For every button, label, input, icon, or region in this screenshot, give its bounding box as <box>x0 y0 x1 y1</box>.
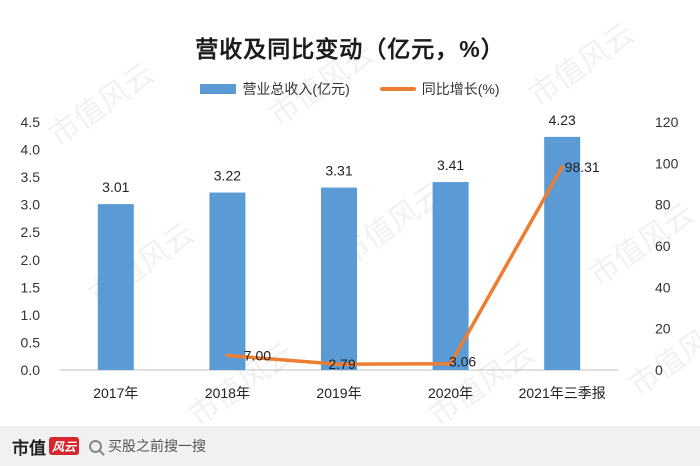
x-axis-tick: 2017年 <box>93 385 138 401</box>
bar-data-label: 3.22 <box>214 168 241 184</box>
line-data-label: 98.31 <box>565 159 600 175</box>
left-axis-tick: 4.5 <box>21 114 41 130</box>
legend-line-swatch <box>379 87 416 91</box>
footer-bar: 市值 风云 买股之前搜一搜 <box>0 426 700 466</box>
bar-revenue <box>432 182 469 370</box>
x-axis-tick: 2019年 <box>316 385 361 401</box>
left-axis-tick: 3.5 <box>21 169 41 185</box>
line-growth-point <box>337 362 341 366</box>
right-axis-tick: 120 <box>655 114 679 130</box>
line-growth-point <box>560 165 564 169</box>
legend-label-revenue: 营业总收入(亿元) <box>242 81 350 97</box>
chart-legend: 营业总收入(亿元) 同比增长(%) <box>0 79 700 99</box>
search-hint[interactable]: 买股之前搜一搜 <box>89 436 206 456</box>
x-axis-tick: 2020年 <box>428 385 473 401</box>
chart-title: 营收及同比变动（亿元，%） <box>195 36 505 62</box>
bar-data-label: 3.31 <box>325 163 352 179</box>
bar-revenue <box>321 187 357 370</box>
line-data-label: 7.00 <box>244 348 271 364</box>
line-data-label: 3.06 <box>449 354 476 370</box>
left-axis-tick: 0.0 <box>21 362 41 378</box>
bar-data-label: 4.23 <box>549 112 576 128</box>
left-axis-tick: 1.0 <box>21 307 41 323</box>
left-axis-tick: 2.5 <box>21 224 41 240</box>
bar-revenue <box>544 136 581 370</box>
left-axis-tick: 2.0 <box>21 252 41 268</box>
legend-bar-swatch <box>200 84 237 94</box>
legend-item-revenue: 营业总收入(亿元) <box>200 79 350 99</box>
left-axis-tick: 0.5 <box>21 334 41 350</box>
brand-logo: 市值 风云 <box>12 434 79 459</box>
legend-label-growth: 同比增长(%) <box>421 81 500 97</box>
brand-text: 市值 <box>12 438 46 458</box>
left-axis-tick: 1.5 <box>21 279 41 295</box>
bar-revenue <box>97 204 134 370</box>
right-axis-tick: 0 <box>655 362 663 378</box>
search-hint-text: 买股之前搜一搜 <box>108 438 206 454</box>
search-icon <box>89 439 102 453</box>
line-data-label: 2.79 <box>328 356 355 372</box>
right-axis-tick: 60 <box>655 238 671 254</box>
left-axis-tick: 3.0 <box>21 197 41 213</box>
bar-data-label: 3.41 <box>437 157 464 173</box>
bar-revenue <box>209 192 246 370</box>
brand-seal: 风云 <box>49 437 79 455</box>
right-axis-tick: 100 <box>655 155 679 171</box>
x-axis-tick: 2018年 <box>205 385 250 401</box>
line-growth-point <box>225 354 229 358</box>
chart-plot: 0.0 0.5 1.0 1.5 2.0 2.5 3.0 3.5 4.0 4.5 0 20 40 60 80 1… <box>21 112 679 401</box>
left-axis-tick: 4.0 <box>21 142 41 158</box>
right-axis-tick: 80 <box>655 197 671 213</box>
line-growth-series <box>225 165 564 366</box>
right-axis-tick: 20 <box>655 321 671 337</box>
x-axis-tick: 2021年三季报 <box>519 385 606 401</box>
legend-item-growth: 同比增长(%) <box>379 79 500 99</box>
line-growth-point <box>449 362 453 366</box>
bar-data-label: 3.01 <box>102 179 129 195</box>
right-axis-tick: 40 <box>655 279 671 295</box>
